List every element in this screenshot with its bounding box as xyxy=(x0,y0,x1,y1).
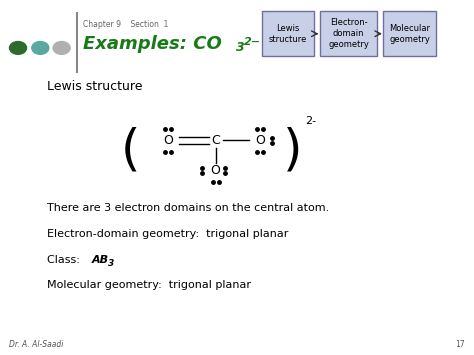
FancyBboxPatch shape xyxy=(320,11,377,56)
Text: Dr. A. Al-Saadi: Dr. A. Al-Saadi xyxy=(9,340,64,349)
Text: 3: 3 xyxy=(108,259,114,268)
Text: AB: AB xyxy=(91,255,109,264)
Text: 2−: 2− xyxy=(244,37,261,47)
Text: 2-: 2- xyxy=(305,116,316,126)
Text: Lewis structure: Lewis structure xyxy=(47,81,143,93)
Text: O: O xyxy=(211,164,220,177)
Text: 3: 3 xyxy=(236,41,244,54)
Text: Chapter 9    Section  1: Chapter 9 Section 1 xyxy=(83,20,168,29)
Circle shape xyxy=(9,42,27,54)
Text: Molecular
geometry: Molecular geometry xyxy=(389,24,430,44)
Text: There are 3 electron domains on the central atom.: There are 3 electron domains on the cent… xyxy=(47,203,329,213)
Text: (: ( xyxy=(121,127,140,175)
Text: Electron-domain geometry:  trigonal planar: Electron-domain geometry: trigonal plana… xyxy=(47,229,289,239)
Text: Molecular geometry:  trigonal planar: Molecular geometry: trigonal planar xyxy=(47,280,251,290)
Text: O: O xyxy=(255,134,264,147)
Circle shape xyxy=(32,42,49,54)
Text: Class:: Class: xyxy=(47,255,84,264)
Text: ): ) xyxy=(283,127,303,175)
FancyBboxPatch shape xyxy=(383,11,436,56)
Text: 17: 17 xyxy=(455,340,465,349)
Text: Lewis
structure: Lewis structure xyxy=(269,24,307,44)
Text: Electron-
domain
geometry: Electron- domain geometry xyxy=(328,18,369,49)
Text: C: C xyxy=(211,134,220,147)
Circle shape xyxy=(53,42,70,54)
Text: Examples: CO: Examples: CO xyxy=(83,36,222,53)
Text: O: O xyxy=(164,134,173,147)
FancyBboxPatch shape xyxy=(262,11,314,56)
